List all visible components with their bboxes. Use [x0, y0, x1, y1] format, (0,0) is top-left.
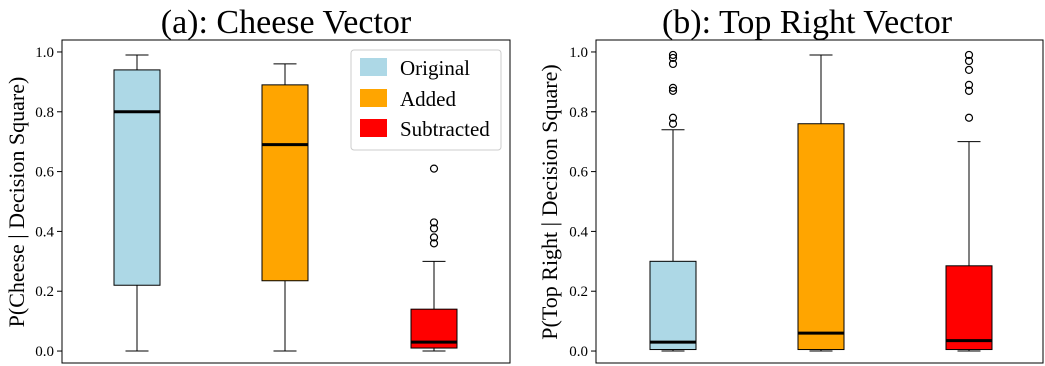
y-axis-label: P(Cheese | Decision Square): [4, 77, 29, 328]
y-ticks: 0.0 0.2 0.4 0.6 0.8 1.0: [35, 45, 62, 360]
boxes: [113, 54, 458, 352]
outlier-original: [668, 53, 678, 63]
y-tick-label: 0.2: [35, 284, 54, 300]
outlier-subtracted: [964, 86, 974, 95]
chart-title: (b): Top Right Vector: [662, 4, 953, 41]
panel-cheese-vector: (a): Cheese Vector P(Cheese | Decision S…: [4, 4, 511, 364]
y-tick-label: 0.4: [569, 224, 588, 240]
outlier-original: [668, 59, 678, 69]
outlier-original: [668, 113, 678, 122]
outlier-subtracted: [964, 50, 974, 60]
y-tick-label: 0.6: [35, 165, 54, 181]
outlier-subtracted: [429, 224, 439, 233]
outlier-subtracted: [964, 113, 974, 122]
legend-swatch-added: [360, 89, 387, 107]
y-tick-label: 0.0: [35, 344, 54, 360]
legend-swatch-subtracted: [360, 119, 387, 137]
boxes: [649, 50, 993, 352]
y-tick-label: 0.0: [569, 344, 588, 360]
outlier-subtracted: [964, 65, 974, 75]
outlier-subtracted: [964, 56, 974, 66]
box-added: [261, 84, 309, 282]
outlier-original: [668, 86, 678, 95]
outlier-subtracted: [429, 164, 439, 173]
axes-frame: [61, 39, 511, 364]
legend: Original Added Subtracted: [350, 49, 502, 151]
outlier-subtracted: [429, 239, 439, 248]
y-ticks: 0.0 0.2 0.4 0.6 0.8 1.0: [569, 45, 596, 360]
legend-swatch-original: [360, 58, 387, 76]
chart-title: (a): Cheese Vector: [161, 4, 412, 41]
box-original: [113, 69, 161, 286]
legend-entry-added: Added: [400, 87, 456, 111]
box-original: [649, 260, 697, 351]
y-tick-label: 1.0: [35, 45, 54, 61]
box-added: [797, 123, 845, 351]
outlier-subtracted: [964, 80, 974, 89]
y-tick-label: 0.2: [569, 284, 588, 300]
outlier-original: [668, 83, 678, 92]
box-subtracted: [945, 265, 993, 351]
panel-top-right-vector: (b): Top Right Vector P(Top Right | Deci…: [537, 4, 1044, 364]
outlier-subtracted: [429, 218, 439, 227]
y-tick-label: 1.0: [569, 45, 588, 61]
y-tick-label: 0.8: [35, 105, 54, 121]
legend-entry-original: Original: [400, 56, 470, 80]
outlier-original: [668, 50, 678, 60]
legend-frame: [350, 49, 502, 151]
legend-entry-subtracted: Subtracted: [400, 117, 490, 141]
axes-frame: [595, 39, 1044, 364]
outlier-original: [668, 119, 678, 128]
y-tick-label: 0.4: [35, 224, 54, 240]
y-tick-label: 0.8: [569, 105, 588, 121]
outlier-subtracted: [429, 233, 439, 242]
y-axis-label: P(Top Right | Decision Square): [537, 64, 562, 339]
y-tick-label: 0.6: [569, 165, 588, 181]
